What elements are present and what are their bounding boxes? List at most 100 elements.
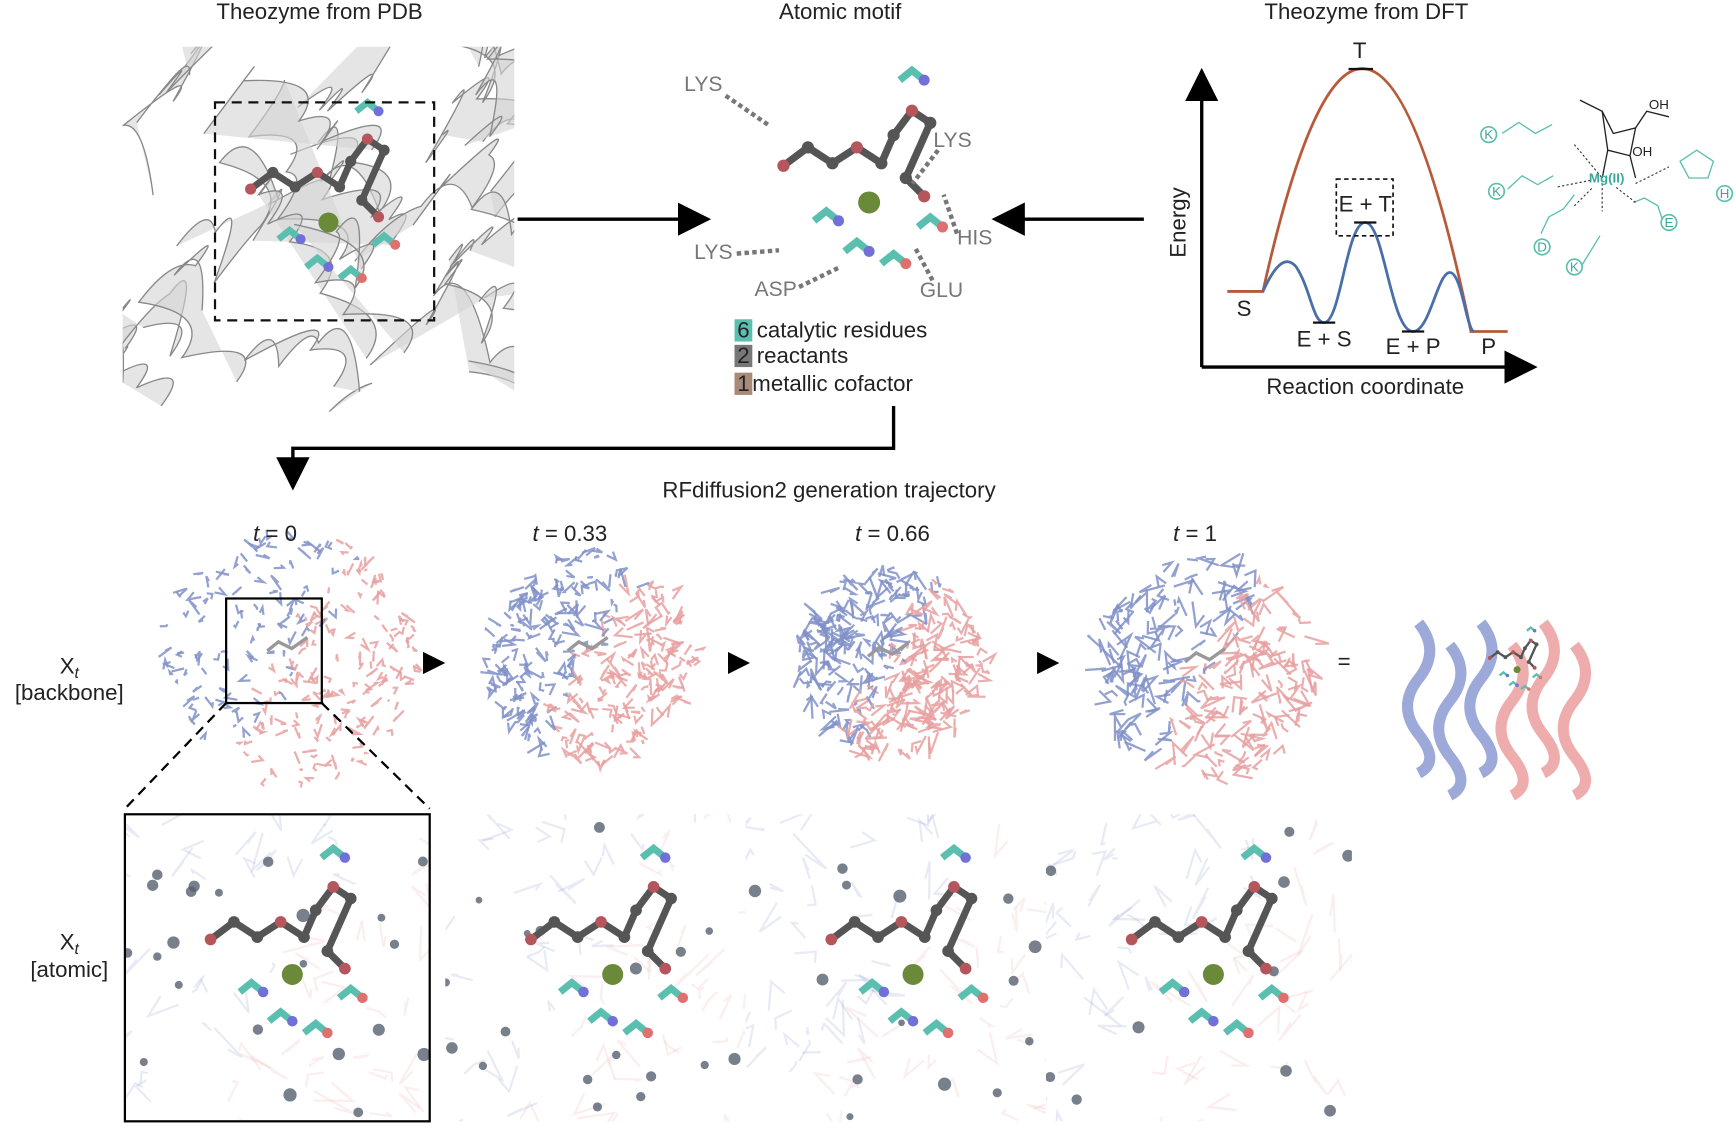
- backbone-fragment: [633, 713, 644, 725]
- backbone-fragment: [192, 696, 200, 701]
- backbone-fragment: [533, 726, 542, 735]
- backbone-fragment: [672, 615, 683, 625]
- backbone-fragment: [285, 665, 297, 671]
- free-atom: [893, 889, 907, 903]
- backbone-fragment: [865, 614, 876, 624]
- backbone-fragment: [252, 711, 262, 724]
- backbone-fragment: [982, 651, 998, 665]
- backbone-fragment: [560, 736, 568, 742]
- backbone-fragment: [303, 584, 310, 592]
- backbone-fragment: [1149, 616, 1157, 630]
- backbone-fragment: [631, 731, 642, 742]
- backbone-fragment: [519, 719, 532, 741]
- panel-title: Atomic motif: [779, 0, 902, 24]
- backbone-fragment: [850, 1083, 861, 1089]
- free-atom: [705, 927, 714, 935]
- backbone-fragment: [902, 592, 911, 597]
- backbone-fragment: [1287, 683, 1303, 701]
- backbone-fragment: [599, 983, 605, 1005]
- backbone-fragment: [742, 993, 746, 1010]
- free-atom: [937, 1077, 952, 1091]
- backbone-fragment: [393, 630, 401, 638]
- backbone-fragment: [1128, 692, 1146, 708]
- backbone-fragment: [785, 904, 809, 937]
- backbone-fragment: [909, 607, 924, 616]
- backbone-fragment: [864, 590, 873, 595]
- atom: [525, 933, 537, 946]
- atom: [1538, 675, 1543, 680]
- backbone-fragment: [1257, 691, 1269, 702]
- backbone-fragment: [597, 759, 606, 773]
- backbone-fragment: [263, 770, 290, 790]
- free-atom: [1284, 826, 1295, 837]
- backbone-fragment: [600, 650, 617, 665]
- backbone-fragment: [841, 973, 871, 982]
- backbone-fragment: [896, 623, 918, 634]
- free-atom: [1278, 876, 1290, 888]
- backbone-fragment: [895, 691, 913, 700]
- backbone-fragment: [1256, 1004, 1281, 1034]
- backbone-fragment: [1176, 595, 1188, 617]
- backbone-fragment: [830, 628, 839, 650]
- backbone-fragment: [1244, 568, 1257, 588]
- backbone-fragment: [1278, 1013, 1302, 1042]
- residue-label: ASP: [755, 278, 797, 301]
- backbone-fragment: [256, 622, 262, 632]
- backbone-fragment: [232, 555, 239, 570]
- backbone-fragment: [561, 626, 582, 637]
- backbone-fragment: [1070, 1021, 1074, 1045]
- backbone-fragment: [1265, 720, 1278, 740]
- backbone-fragment: [968, 667, 981, 685]
- backbone-fragment: [993, 823, 1009, 860]
- backbone-fragment: [293, 726, 301, 739]
- backbone-fragment: [1173, 599, 1177, 606]
- backbone-fragment: [607, 574, 612, 588]
- backbone-fragment: [668, 860, 675, 874]
- backbone-fragment: [530, 585, 545, 599]
- backbone-fragment: [398, 1092, 421, 1114]
- backbone-fragment: [849, 726, 860, 746]
- backbone-fragment: [603, 617, 614, 625]
- backbone-fragment: [1233, 616, 1245, 633]
- backbone-fragment: [1107, 640, 1120, 656]
- backbone-fragment: [1275, 686, 1290, 702]
- backbone-fragment: [622, 702, 631, 720]
- zoom-panel: [123, 813, 431, 1123]
- backbone-fragment: [1170, 675, 1191, 682]
- cofactor: [281, 963, 303, 985]
- atom: [965, 892, 978, 905]
- backbone-fragment: [716, 903, 735, 906]
- backbone-fragment: [1012, 896, 1026, 912]
- backbone-fragment: [1191, 601, 1206, 630]
- backbone-fragment: [693, 814, 697, 823]
- backbone-fragment: [844, 609, 857, 619]
- backbone-fragment: [489, 681, 501, 689]
- backbone-fragment: [610, 1112, 619, 1122]
- backbone-fragment: [294, 712, 299, 719]
- backbone-fragment: [1230, 719, 1252, 738]
- step-symbol: t: [855, 521, 862, 546]
- backbone-fragment: [1145, 697, 1160, 713]
- atom: [1526, 659, 1531, 664]
- backbone-fragment: [568, 728, 577, 745]
- backbone-fragment: [326, 541, 333, 551]
- backbone-fragment: [1108, 899, 1141, 928]
- backbone-fragment: [901, 674, 913, 692]
- backbone-fragment: [191, 974, 205, 994]
- backbone-fragment: [1275, 927, 1297, 943]
- ribbon: [432, 243, 515, 384]
- backbone-fragment: [1057, 1063, 1085, 1086]
- free-atom: [1324, 1104, 1336, 1117]
- backbone-fragment: [376, 573, 383, 583]
- backbone-fragment: [611, 724, 615, 733]
- backbone-fragment: [1225, 664, 1237, 679]
- backbone-fragment: [1273, 713, 1290, 727]
- backbone-fragment: [1253, 743, 1266, 757]
- backbone-fragment: [915, 586, 923, 604]
- backbone-fragment: [1308, 668, 1324, 680]
- backbone-fragment: [962, 612, 973, 620]
- backbone-fragment: [690, 977, 710, 991]
- backbone-fragment: [327, 835, 339, 847]
- backbone-fragment: [1226, 606, 1244, 622]
- backbone-fragment: [1105, 666, 1117, 683]
